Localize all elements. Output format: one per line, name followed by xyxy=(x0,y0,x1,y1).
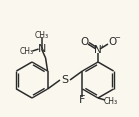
Text: −: − xyxy=(114,35,120,42)
Text: F: F xyxy=(79,95,86,105)
Text: N: N xyxy=(94,45,102,55)
Text: S: S xyxy=(61,75,69,85)
Text: CH₃: CH₃ xyxy=(104,97,118,106)
Text: CH₃: CH₃ xyxy=(19,46,34,55)
Text: CH₃: CH₃ xyxy=(34,31,49,40)
Text: O: O xyxy=(81,37,89,47)
Text: N: N xyxy=(37,44,46,54)
Text: +: + xyxy=(99,44,104,49)
Text: O: O xyxy=(109,37,117,47)
